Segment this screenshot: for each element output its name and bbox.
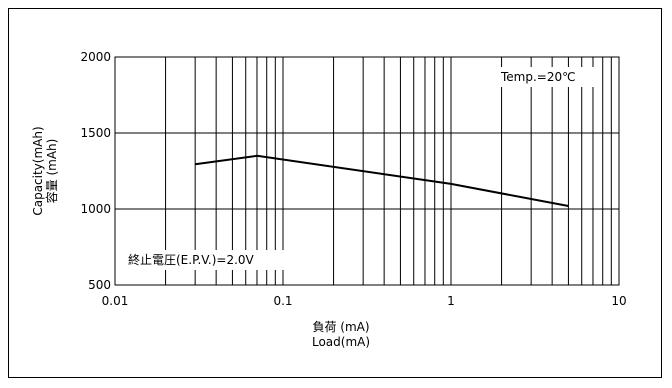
x-axis-label-en: Load(mA) [312,335,370,349]
x-tick-label: 0.1 [273,294,292,308]
epv-annotation-box [124,250,306,270]
temperature-annotation: Temp.=20℃ [497,67,595,87]
tick-labels: 0.01 0.1 1 10 500 1000 1500 2000 [80,50,626,308]
epv-annotation-text: 終止電圧(E.P.V.)=2.0V [128,252,255,267]
temperature-annotation-text: Temp.=20℃ [500,70,576,84]
x-axis-label-jp: 負荷 (mA) [312,320,369,334]
epv-annotation: 終止電圧(E.P.V.)=2.0V [124,250,306,270]
y-tick-label: 1000 [80,202,111,216]
y-tick-label: 1500 [80,126,111,140]
grid [115,57,619,285]
x-tick-label: 10 [611,294,626,308]
y-axis-label-en: Capacity(mAh) [31,126,45,215]
x-tick-label: 0.01 [102,294,129,308]
series-line [195,154,569,207]
x-tick-label: 1 [447,294,455,308]
series-group [195,154,569,207]
y-tick-label: 500 [88,278,111,292]
y-tick-label: 2000 [80,50,111,64]
y-axis-label-jp: 容量 (mAh) [44,139,59,204]
temperature-annotation-box [497,67,595,87]
